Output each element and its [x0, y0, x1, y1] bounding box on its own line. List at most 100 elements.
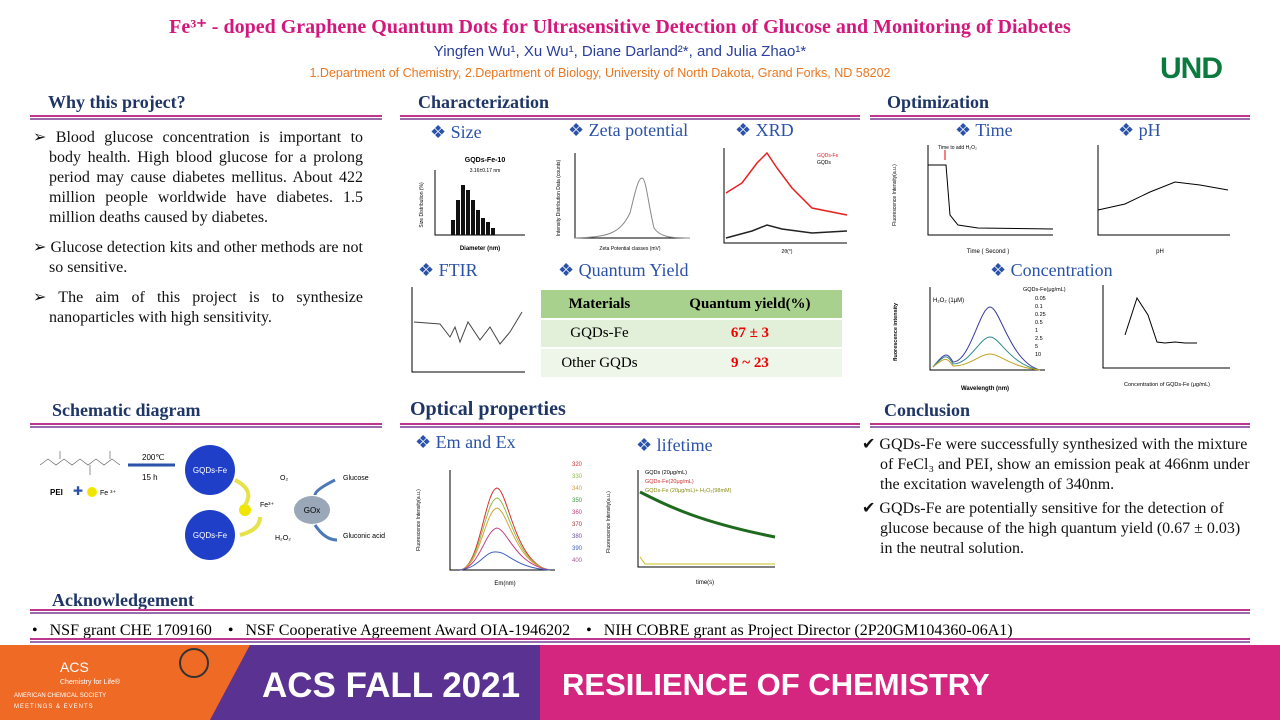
- axis-label: Fluorescence Intensity(a.u.): [892, 164, 898, 226]
- label: GQDs-Fe: [193, 531, 228, 540]
- axis-label: Time ( Second ): [967, 249, 1009, 255]
- axis-label: fluorescence intensity: [893, 302, 899, 361]
- section-title: Optical properties: [410, 398, 566, 420]
- sub-label: Concentration: [990, 260, 1113, 281]
- rule: [30, 638, 1250, 643]
- sub-label: Time: [955, 120, 1012, 141]
- legend: 350: [572, 498, 583, 504]
- legend: 1: [1035, 328, 1038, 334]
- axis-label: pH: [1156, 249, 1164, 255]
- sub-label: Quantum Yield: [558, 260, 689, 281]
- label: GQDs-Fe: [193, 466, 228, 475]
- rule: [30, 609, 1250, 614]
- legend: 0.1: [1035, 304, 1043, 310]
- section-title: Acknowledgement: [52, 590, 194, 610]
- sub-label: pH: [1118, 120, 1161, 141]
- bullet: GQDs-Fe are potentially sensitive for th…: [862, 499, 1250, 559]
- banner: ACS Chemistry for Life® AMERICAN CHEMICA…: [0, 645, 1280, 720]
- legend: 340: [572, 486, 583, 492]
- legend: GQDs-Fe(20μg/mL): [645, 479, 694, 485]
- label: GOx: [304, 506, 320, 515]
- bullet: The aim of this project is to synthesize…: [33, 288, 363, 328]
- legend: 0.25: [1035, 312, 1046, 318]
- acs: ACS: [60, 659, 89, 675]
- rule: [870, 423, 1250, 428]
- section-title: Conclusion: [884, 400, 971, 420]
- bullets: GQDs-Fe were successfully synthesized wi…: [862, 435, 1250, 569]
- legend-title: GQDs-Fe(μg/mL): [1023, 287, 1066, 293]
- cell: 9 ~ 23: [731, 354, 769, 371]
- ack-item: NSF Cooperative Agreement Award OIA-1946…: [245, 622, 571, 639]
- legend: GQDs-Fe: [817, 153, 839, 159]
- cell: 67 ± 3: [730, 325, 770, 341]
- sub-label: Size: [430, 122, 482, 143]
- legend: 10: [1035, 352, 1041, 358]
- qy-table: Materials Quantum yield(%) GQDs-Fe 67 ± 3 …: [541, 290, 842, 377]
- label: 200℃: [142, 453, 164, 462]
- authors: Yingfen Wu¹, Xu Wu¹, Diane Darland²*, an…: [433, 43, 807, 60]
- axis-label: Wavelength (nm): [961, 386, 1009, 392]
- axis-label: 2θ(°): [782, 249, 793, 255]
- sub-label: Zeta potential: [568, 120, 688, 141]
- sub-label: Em and Ex: [415, 432, 516, 453]
- xrd-chart: GQDs-Fe GQDs 2θ(°): [723, 148, 848, 255]
- section-title: Why this project?: [48, 92, 186, 112]
- axis-label: Zeta Potential classes (mV): [599, 246, 660, 252]
- label: 15 h: [142, 473, 158, 482]
- rule: [30, 115, 382, 120]
- legend: 380: [572, 534, 583, 540]
- axis-label: Size Distribution (%): [419, 182, 425, 228]
- conc-chart: H₂O₂ (1μM) GQDs-Fe(μg/mL) 0.05 0.1 0.25 0.5…: [893, 287, 1066, 392]
- legend: 0.5: [1035, 320, 1043, 326]
- label: Fe³⁺: [260, 502, 275, 509]
- label: Glucose: [343, 475, 369, 482]
- th: Materials: [568, 295, 631, 312]
- svg-text:✚: ✚: [73, 484, 83, 498]
- annotation: Time to add H₂O₂: [938, 145, 977, 151]
- th: Quantum yield(%): [689, 295, 811, 312]
- rule: [30, 423, 382, 428]
- label: H₂O₂: [275, 535, 291, 542]
- rule: [400, 423, 860, 428]
- schematic: 200℃ 15 h PEI ✚ Fe ³⁺ GQDs-Fe GQDs-Fe O₂…: [39, 445, 385, 560]
- legend: 360: [572, 510, 583, 516]
- axis-label: time(s): [696, 580, 714, 586]
- theme: RESILIENCE OF CHEMISTRY: [562, 667, 990, 702]
- tagline: Chemistry for Life®: [60, 678, 121, 686]
- section-title: Schematic diagram: [52, 400, 201, 420]
- sub-label: XRD: [735, 120, 794, 141]
- legend: 320: [572, 462, 583, 468]
- cell: Other GQDs: [561, 354, 638, 371]
- axis-label: Diameter (nm): [460, 246, 500, 252]
- ftir-chart: [411, 287, 525, 373]
- ph-chart: pH: [1097, 145, 1230, 255]
- axis-label: Fluorescence Intensity(a.u.): [606, 491, 612, 553]
- section-title: Optimization: [887, 92, 989, 112]
- axis-label: Intensity Distribution Data (counts): [556, 159, 562, 236]
- zeta-chart: Zeta Potential classes (mV) Intensity Di…: [556, 153, 691, 252]
- section-title: Characterization: [418, 92, 549, 112]
- rule: [870, 115, 1250, 120]
- legend: 5: [1035, 344, 1038, 350]
- legend: 370: [572, 522, 583, 528]
- axis-label: Concentration of GQDs-Fe (μg/mL): [1124, 382, 1210, 388]
- ack-item: NSF grant CHE 1709160: [49, 622, 212, 639]
- legend: 0.05: [1035, 296, 1046, 302]
- society: AMERICAN CHEMICAL SOCIETY: [14, 693, 106, 699]
- sub-label: lifetime: [636, 435, 713, 456]
- lifetime-chart: GQDs (20μg/mL) GQDs-Fe(20μg/mL) GQDs-Fe (2…: [606, 470, 776, 586]
- legend: 2.5: [1035, 336, 1043, 342]
- legend: GQDs (20μg/mL): [645, 470, 687, 476]
- label: PEI: [50, 488, 63, 497]
- legend: GQDs-Fe (20μg/mL)+ H₂O₂(98mM): [645, 488, 732, 494]
- meetings: MEETINGS & EVENTS: [14, 704, 94, 710]
- ack-list: • NSF grant CHE 1709160 • NSF Cooperativ…: [32, 622, 1013, 639]
- legend: GQDs: [817, 160, 831, 166]
- ack-item: NIH COBRE grant as Project Director (2P2…: [603, 622, 1013, 639]
- bullets: Blood glucose concentration is important…: [33, 128, 363, 338]
- event: ACS FALL 2021: [262, 666, 520, 705]
- time-chart: Time to add H₂O₂ Time ( Second ) Fluores…: [892, 145, 1054, 255]
- sub-label: FTIR: [418, 260, 478, 281]
- annotation: H₂O₂ (1μM): [933, 298, 964, 304]
